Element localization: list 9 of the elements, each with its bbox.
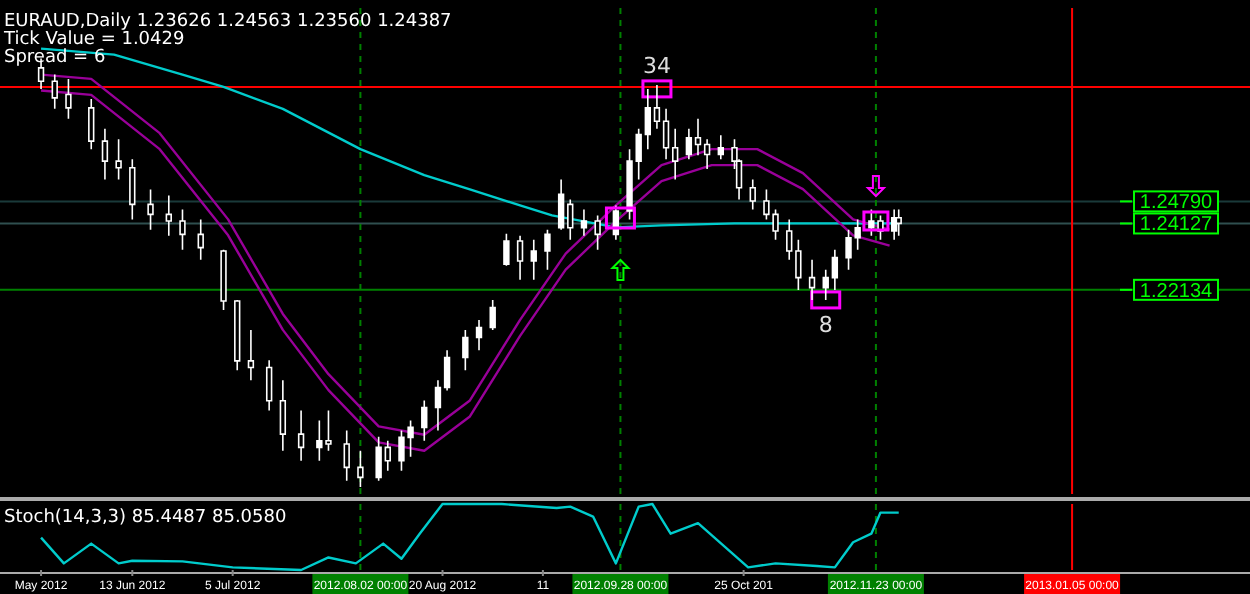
annotation: 8: [818, 311, 833, 338]
ref-line-label: 1.24127: [1139, 214, 1214, 237]
annotation: Spread = 6: [4, 48, 106, 68]
ref-line-label: 1.24790: [1139, 192, 1214, 215]
ref-line-label: 1.22134: [1139, 280, 1214, 303]
chart-title: Stoch(14,3,3) 85.4487 85.0580: [4, 508, 287, 528]
chart-title: EURAUD,Daily 1.23626 1.24563 1.23560 1.24387: [4, 12, 452, 32]
text: Tick Value = 1.0429: [2, 30, 185, 50]
annotation: 34: [642, 52, 671, 79]
